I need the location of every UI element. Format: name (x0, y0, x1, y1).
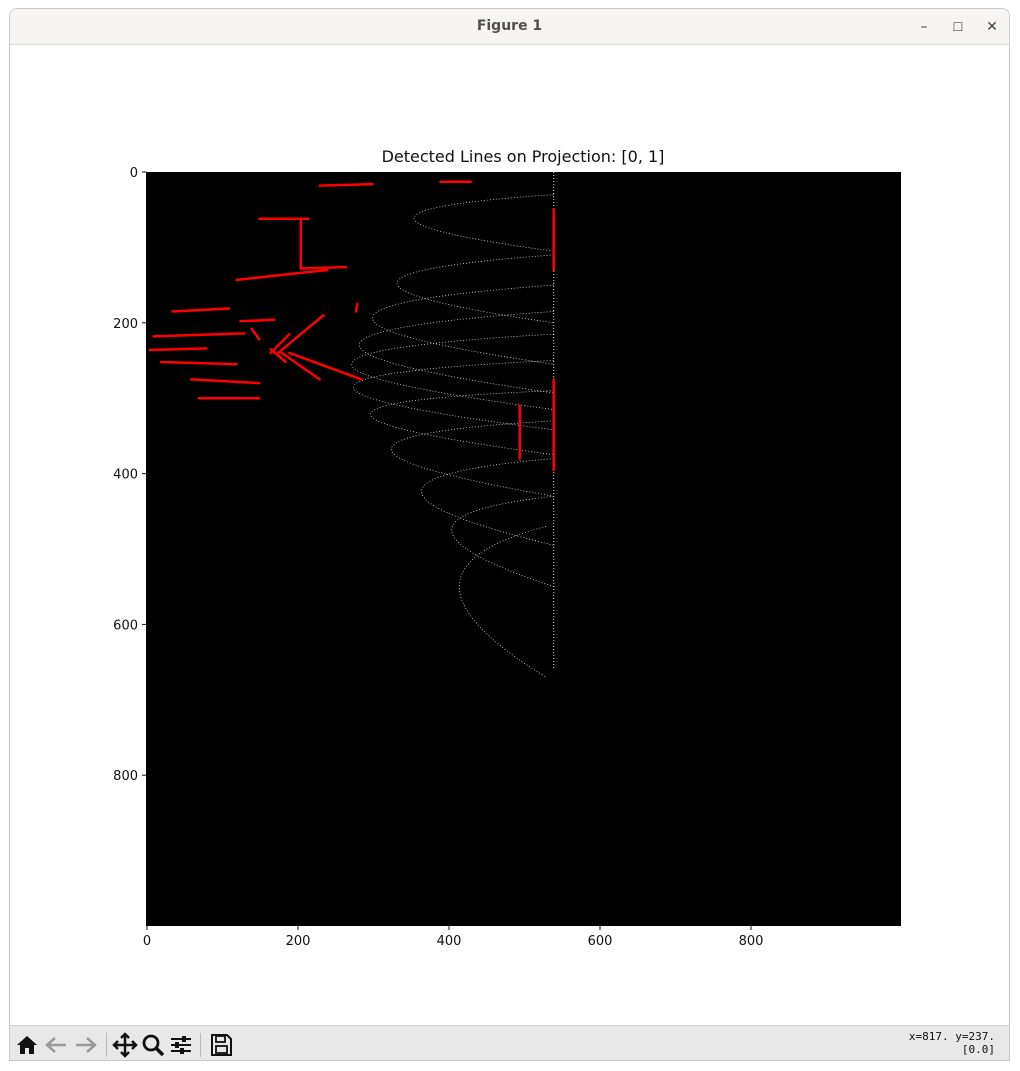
detected-line (152, 332, 246, 338)
toolbar-separator (106, 1033, 107, 1057)
point-cloud-arc (351, 333, 554, 410)
window-title: Figure 1 (476, 18, 543, 34)
x-tick-label: 600 (588, 934, 613, 949)
detected-line (239, 318, 276, 323)
y-tick-label: 800 (113, 769, 138, 784)
detected-line (171, 307, 231, 313)
point-cloud-arc (353, 360, 554, 431)
image-area[interactable] (146, 172, 901, 926)
y-tick-label: 400 (113, 468, 138, 483)
point-cloud (351, 172, 555, 678)
pan-icon[interactable] (112, 1032, 138, 1058)
point-cloud-arc (358, 311, 554, 394)
minimize-button[interactable]: – (920, 19, 928, 35)
detected-line (159, 360, 238, 366)
y-tick-label: 600 (113, 618, 138, 633)
point-cloud-arc (451, 495, 554, 588)
toolbar-separator (200, 1033, 201, 1057)
x-axis: 0 200 400 600 800 (143, 926, 764, 949)
detected-line (299, 265, 348, 270)
detected-line (250, 327, 261, 341)
detected-line (190, 378, 261, 385)
plot-svg[interactable]: Detected Lines on Projection: [0, 1] 0 20… (10, 45, 1010, 1025)
title-bar[interactable]: Figure 1 – ☐ ✕ (10, 9, 1009, 45)
figure-canvas[interactable]: Detected Lines on Projection: [0, 1] 0 20… (10, 45, 1010, 1025)
maximize-button[interactable]: ☐ (952, 20, 964, 34)
back-icon[interactable] (44, 1032, 70, 1058)
figure-window: Figure 1 – ☐ ✕ Detected Lines on Project… (9, 8, 1010, 1061)
point-cloud-arc (390, 420, 554, 497)
home-icon[interactable] (14, 1032, 40, 1058)
save-icon[interactable] (208, 1032, 234, 1058)
coords-line-2: [0.0] (961, 1043, 995, 1056)
y-tick-label: 200 (113, 317, 138, 332)
chart-title: Detected Lines on Projection: [0, 1] (382, 147, 665, 166)
configure-subplots-icon[interactable] (168, 1032, 194, 1058)
x-tick-label: 0 (143, 934, 151, 949)
navigation-toolbar: x=817. y=237. [0.0] (10, 1025, 1009, 1060)
detected-line (318, 182, 374, 187)
x-tick-label: 400 (437, 934, 462, 949)
cursor-coordinates: x=817. y=237. [0.0] (909, 1030, 995, 1056)
forward-icon[interactable] (72, 1032, 98, 1058)
y-tick-label: 0 (130, 166, 138, 181)
y-axis: 0 200 400 600 800 (113, 166, 146, 784)
detected-line (276, 314, 325, 355)
point-cloud-arc (370, 390, 554, 456)
detected-lines (148, 180, 555, 472)
zoom-icon[interactable] (140, 1032, 166, 1058)
x-tick-label: 800 (739, 934, 764, 949)
detected-line (354, 302, 359, 313)
detected-line (235, 268, 329, 282)
detected-line (288, 351, 363, 381)
x-tick-label: 200 (286, 934, 311, 949)
detected-line (269, 347, 287, 364)
detected-line (148, 347, 208, 352)
point-cloud-arc (458, 525, 547, 678)
detected-line (269, 332, 291, 355)
close-button[interactable]: ✕ (986, 19, 998, 35)
detected-line (280, 351, 321, 381)
coords-line-1: x=817. y=237. (908, 1030, 995, 1043)
